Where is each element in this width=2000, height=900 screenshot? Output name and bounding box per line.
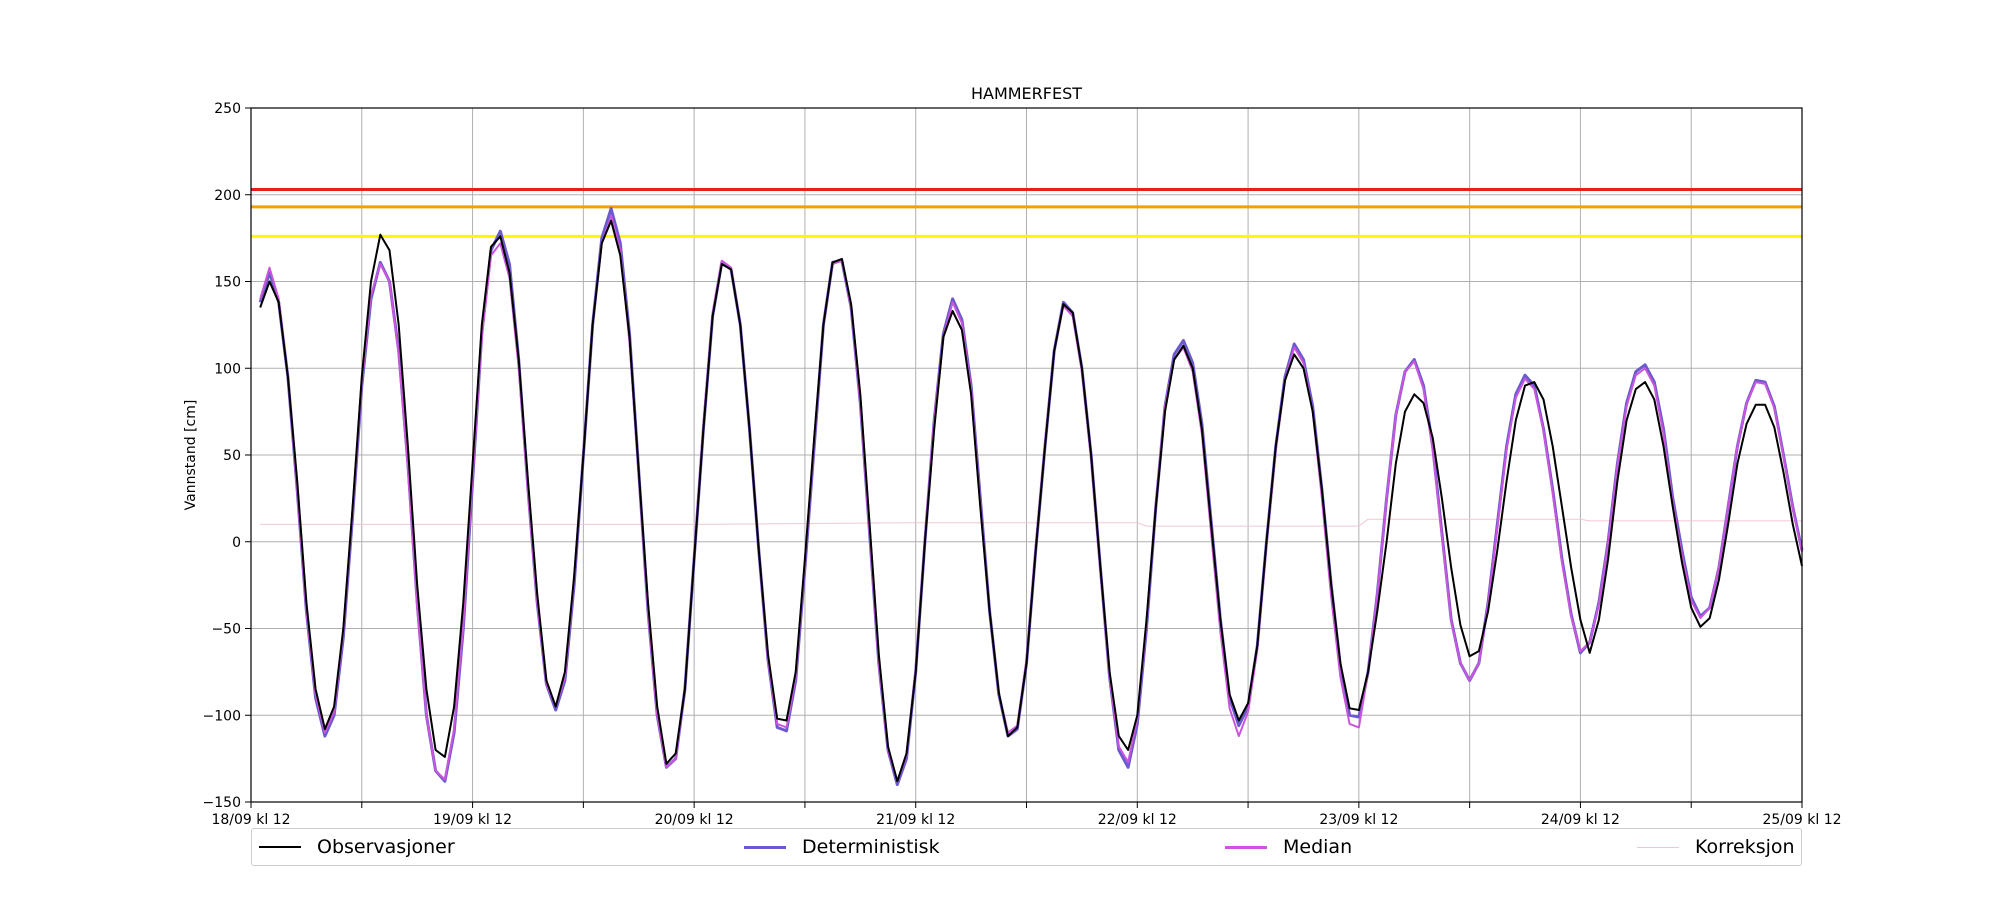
x-tick-label: 24/09 kl 12	[1541, 812, 1620, 828]
legend-item-observasjoner: Observasjoner	[259, 836, 455, 858]
x-tick-label: 22/09 kl 12	[1098, 812, 1177, 828]
series-line-observasjoner	[259, 219, 1803, 783]
y-tick-label: 150	[214, 275, 241, 291]
series-line-median	[259, 214, 1803, 783]
x-tick-label: 25/09 kl 12	[1762, 812, 1841, 828]
chart-title: HAMMERFEST	[971, 84, 1082, 103]
x-tick-label: 18/09 kl 12	[211, 812, 290, 828]
legend-swatch-observasjoner	[259, 846, 301, 848]
legend-swatch-korreksjon	[1637, 846, 1679, 848]
legend-swatch-deterministisk	[744, 845, 786, 849]
x-axis-ticks: 18/09 kl 12 19/09 kl 12 20/09 kl 12 21/09 k…	[211, 802, 1842, 828]
series-line-deterministisk	[258, 207, 1804, 787]
y-tick-label: 250	[214, 101, 241, 117]
legend-label-deterministisk: Deterministisk	[802, 836, 940, 858]
series-lines	[258, 207, 1804, 787]
x-tick-label: 23/09 kl 12	[1319, 812, 1398, 828]
legend-item-median: Median	[1225, 836, 1352, 858]
legend-item-deterministisk: Deterministisk	[744, 836, 940, 858]
y-tick-label: 50	[223, 448, 241, 464]
grid-lines	[250, 107, 1803, 803]
legend: Observasjoner Deterministisk Median Korr…	[251, 828, 1802, 866]
x-tick-label: 19/09 kl 12	[433, 812, 512, 828]
y-tick-label: 0	[232, 535, 241, 551]
y-tick-label: −150	[203, 795, 241, 811]
threshold-lines	[251, 188, 1802, 238]
legend-swatch-median	[1225, 845, 1267, 849]
x-tick-label: 21/09 kl 12	[876, 812, 955, 828]
legend-label-observasjoner: Observasjoner	[317, 836, 455, 858]
y-axis-ticks: −150 −100 −50 0 50 100 150 200 250	[203, 101, 251, 811]
y-tick-label: −100	[203, 708, 241, 724]
legend-label-korreksjon: Korreksjon	[1695, 836, 1795, 858]
series-line-korreksjon	[260, 518, 1802, 527]
legend-label-median: Median	[1283, 836, 1353, 858]
y-tick-label: 200	[214, 188, 241, 204]
y-tick-label: 100	[214, 361, 241, 377]
legend-item-korreksjon: Korreksjon	[1637, 836, 1795, 858]
y-tick-label: −50	[211, 622, 241, 638]
x-tick-label: 20/09 kl 12	[655, 812, 734, 828]
y-axis-label: Vannstand [cm]	[183, 400, 199, 511]
